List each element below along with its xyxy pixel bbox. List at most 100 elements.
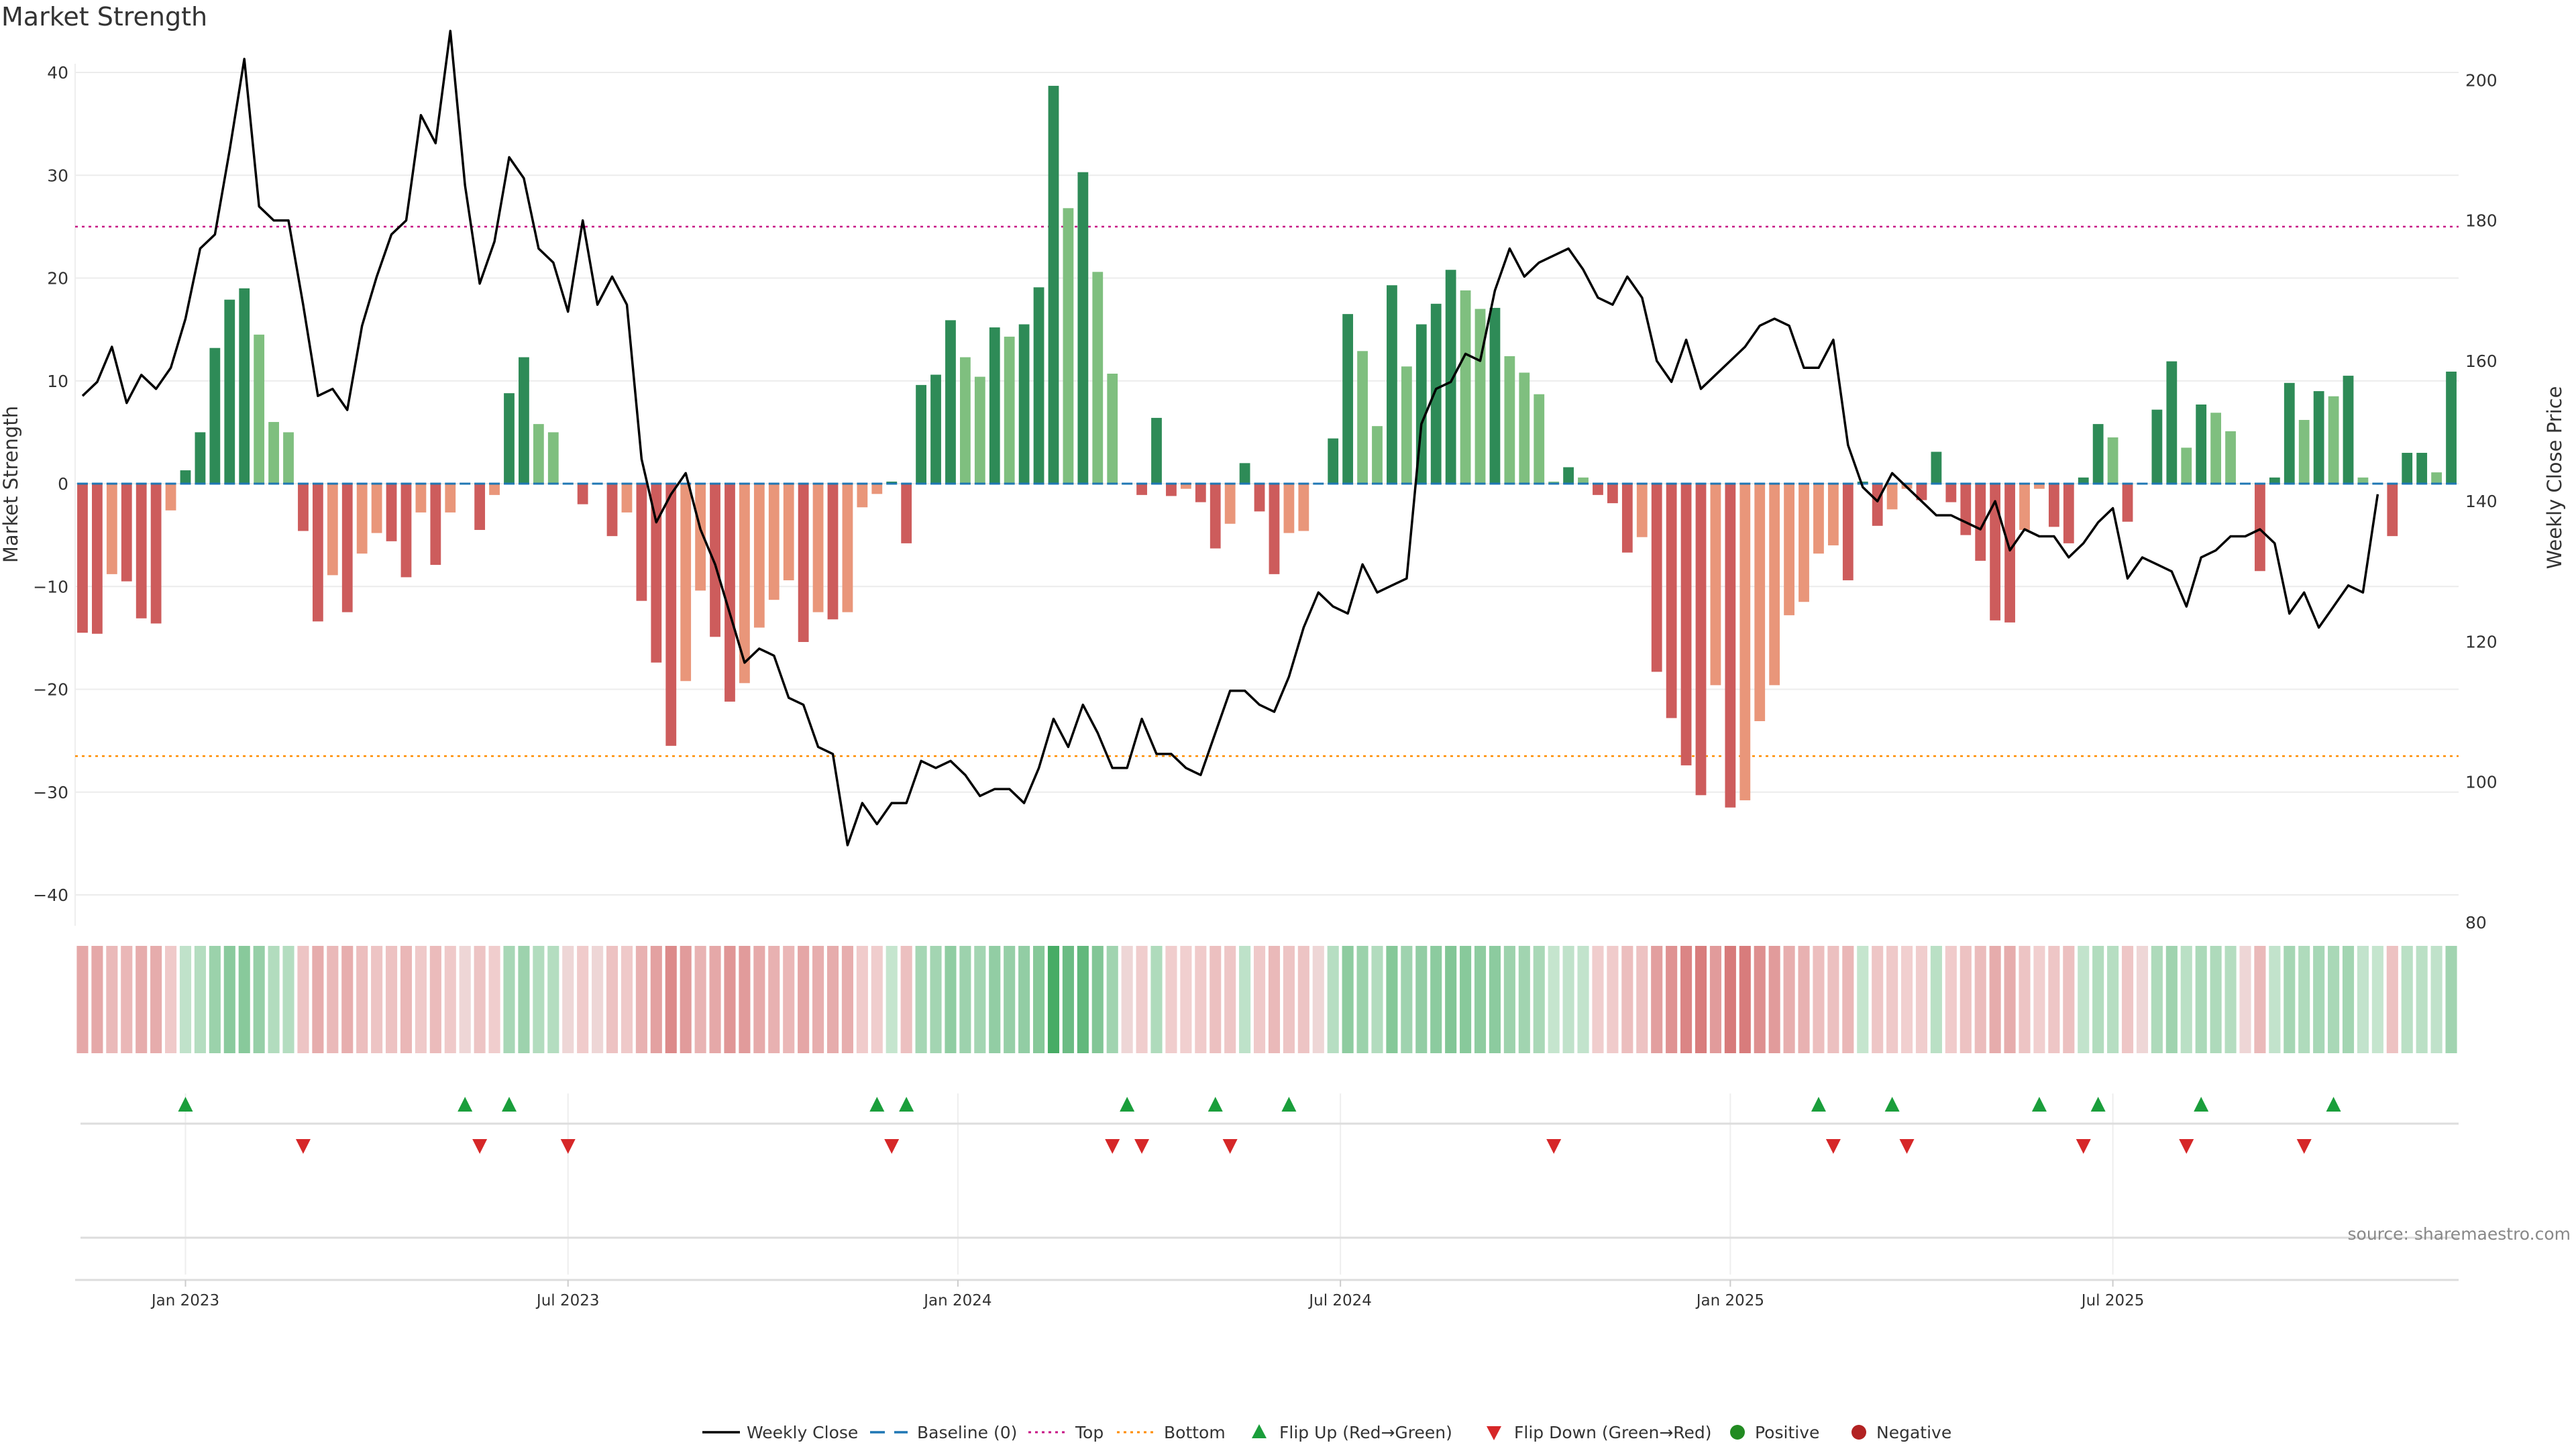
strength-bar (812, 484, 824, 612)
heat-cell (945, 946, 957, 1053)
strength-bar (710, 484, 720, 637)
heat-cell (238, 946, 250, 1053)
legend-positive-dot (1730, 1425, 1745, 1440)
strength-bar (445, 484, 456, 513)
strength-bar (1931, 451, 1942, 484)
heat-cell (2224, 946, 2237, 1053)
heat-cell (1062, 946, 1074, 1053)
strength-bar (665, 484, 677, 746)
heat-cell (121, 946, 133, 1053)
strength-bar (92, 484, 103, 634)
strength-bar (1886, 484, 1898, 510)
x-tick-label: Jul 2023 (535, 1292, 600, 1309)
flip-up-marker (1884, 1097, 1900, 1112)
heat-cell (429, 946, 441, 1053)
flip-up-marker (1120, 1097, 1135, 1112)
strength-bar (2402, 453, 2413, 484)
heat-cell (223, 946, 235, 1053)
heat-cell (1474, 946, 1487, 1053)
heat-cell (1739, 946, 1751, 1053)
heat-cell (1827, 946, 1839, 1053)
y-tick-label: −30 (33, 783, 68, 802)
strength-bar (1519, 372, 1530, 484)
heat-cell (1371, 946, 1383, 1053)
strength-bar (1945, 484, 1957, 502)
strength-bar (989, 327, 1000, 484)
strength-bar (1666, 484, 1677, 718)
strength-bar (327, 484, 338, 576)
strength-bar (1387, 285, 1397, 484)
heat-cell (1018, 946, 1030, 1053)
heat-cell (1210, 946, 1222, 1053)
heat-cell (2357, 946, 2369, 1053)
flip-down-marker (1222, 1139, 1238, 1154)
strength-bar (1283, 484, 1295, 533)
heat-cell (1813, 946, 1825, 1053)
legend-label: Negative (1876, 1423, 1951, 1442)
strength-bar (504, 393, 515, 484)
flip-down-marker (1546, 1139, 1562, 1154)
heat-cell (415, 946, 427, 1053)
x-tick-label: Jan 2024 (922, 1292, 991, 1309)
y2-tick-label: 160 (2465, 352, 2498, 371)
flip-down-marker (1899, 1139, 1915, 1154)
x-tick-label: Jan 2025 (1695, 1292, 1764, 1309)
heat-cell (1709, 946, 1721, 1053)
heat-cell (2019, 946, 2031, 1053)
heat-cell (606, 946, 619, 1053)
strength-bar (2063, 484, 2074, 543)
heat-cell (1239, 946, 1251, 1053)
heat-cell (1386, 946, 1398, 1053)
strength-bar (842, 484, 853, 612)
legend-label: Baseline (0) (917, 1423, 1017, 1442)
strength-bar (1328, 438, 1339, 484)
strength-bar (2225, 431, 2236, 484)
strength-bar (2181, 447, 2192, 484)
strength-bar (1769, 484, 1780, 686)
legend-label: Flip Down (Green→Red) (1514, 1423, 1712, 1442)
heat-cell (812, 946, 824, 1053)
strength-bar (753, 484, 765, 628)
heat-cell (1004, 946, 1016, 1053)
y2-tick-label: 200 (2465, 70, 2498, 90)
strength-bar (1607, 484, 1618, 504)
heat-cell (327, 946, 339, 1053)
strength-bars (77, 85, 2457, 808)
strength-bar (2151, 409, 2163, 484)
heat-cell (2371, 946, 2383, 1053)
strength-bar (1651, 484, 1662, 672)
strength-bar (636, 484, 647, 601)
strength-bar (254, 334, 265, 484)
strength-bar (1224, 484, 1236, 524)
heat-cell (1636, 946, 1648, 1053)
flip-up-marker (1811, 1097, 1826, 1112)
y-tick-label: 10 (47, 372, 68, 391)
strength-bar (1695, 484, 1707, 796)
strength-bar (195, 432, 206, 484)
strength-bar (1298, 484, 1309, 531)
heat-cell (1651, 946, 1663, 1053)
empty-lower-panel (75, 1236, 2459, 1281)
strength-bar (2416, 453, 2428, 484)
strength-bar (489, 484, 500, 495)
strength-bar (1754, 484, 1766, 722)
strength-bar (1799, 484, 1809, 602)
strength-bar (1195, 484, 1206, 502)
heat-cell (739, 946, 751, 1053)
strength-bar (1401, 366, 1412, 484)
heat-cell (371, 946, 383, 1053)
strength-bar (1578, 477, 1589, 484)
heat-cell (312, 946, 324, 1053)
heat-cell (900, 946, 912, 1053)
right-axis-ticks: 200 180 160 140 120 100 80 (2465, 70, 2498, 932)
source-note: source: sharemaestro.com (2348, 1224, 2571, 1244)
heat-cell (2048, 946, 2060, 1053)
strength-bar (547, 432, 559, 484)
strength-bar (901, 484, 912, 543)
heat-cell (635, 946, 647, 1053)
strength-bar (209, 347, 221, 484)
strength-bar (1342, 314, 1354, 484)
heat-cell (768, 946, 780, 1053)
flip-up-marker (869, 1097, 885, 1112)
heat-cell (2342, 946, 2355, 1053)
